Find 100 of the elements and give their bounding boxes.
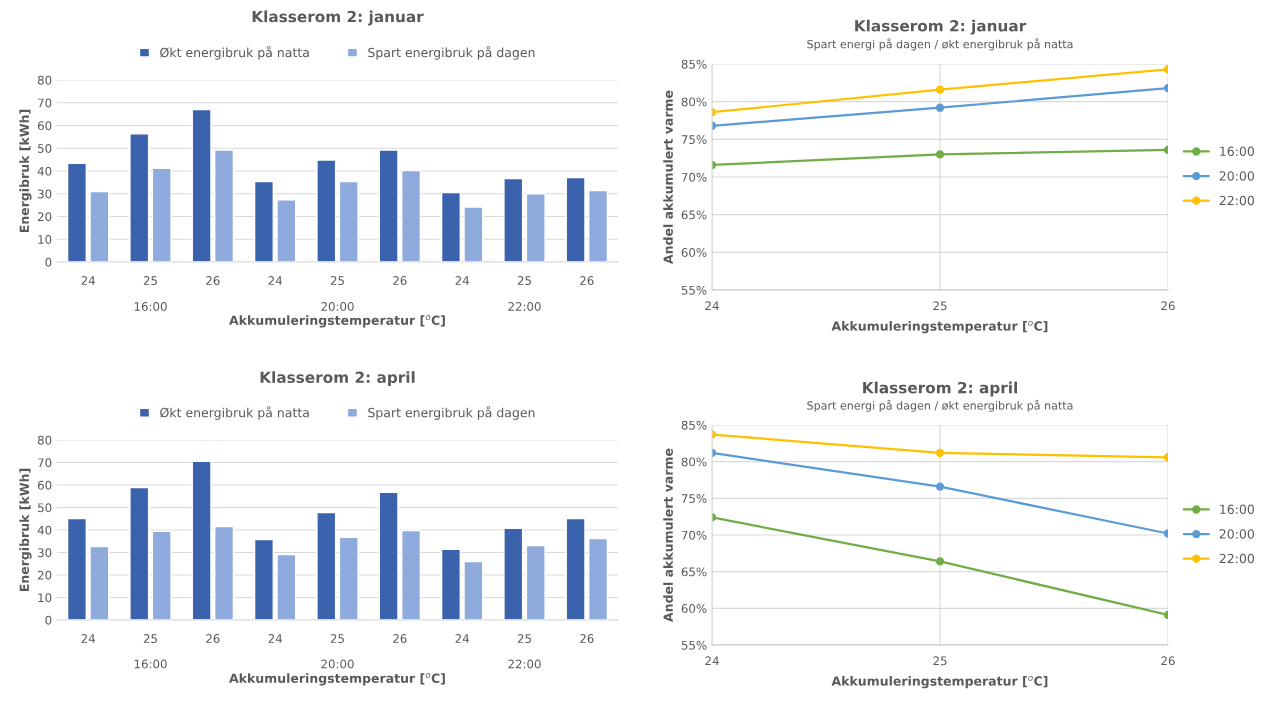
- bar: [525, 544, 546, 620]
- x-tick-label: 25: [143, 634, 157, 644]
- chart-title: Klasserom 2: april: [260, 371, 415, 386]
- x-tick-label: 25: [933, 301, 947, 311]
- bar: [129, 133, 150, 262]
- text: 16:00: [134, 659, 167, 669]
- y-tick-label: 30: [38, 189, 52, 199]
- x-tick-label: 26: [206, 634, 220, 644]
- y-tick-label: 0: [45, 257, 52, 267]
- bar: [440, 191, 461, 262]
- y-tick-label: 70%: [681, 172, 707, 182]
- y-axis-title: Andel akkumulert varme: [663, 90, 673, 264]
- bar: [463, 560, 484, 620]
- bar: [503, 527, 524, 620]
- y-tick-label: 40: [37, 166, 52, 176]
- bar: [253, 538, 274, 620]
- x-tick-label: 24: [705, 656, 719, 666]
- legend-label: Økt energibruk på natta: [160, 406, 309, 420]
- bar: [66, 162, 87, 262]
- bar: [401, 529, 422, 620]
- bar: [338, 536, 359, 620]
- x-axis-title: Akkumuleringstemperatur [$^{o}$C]: [831, 675, 1048, 689]
- x-tick-label: 24: [268, 634, 283, 643]
- y-axis-title: Energibruk [kWh]: [19, 109, 32, 233]
- x-tick-label: 25: [330, 276, 344, 286]
- y-tick-label: 50: [38, 143, 52, 153]
- bar: [89, 545, 110, 620]
- y-tick-label: 75%: [681, 135, 707, 144]
- y-tick-label: 80%: [681, 457, 707, 467]
- y-tick-label: 70%: [681, 530, 707, 540]
- bar: [151, 167, 172, 262]
- x-tick-label: 26: [1161, 656, 1175, 666]
- y-tick-label: 65%: [681, 567, 707, 577]
- y-tick-label: 70: [38, 98, 52, 108]
- y-tick-label: 40: [37, 525, 52, 535]
- y-tick-label: 60%: [681, 604, 707, 613]
- y-tick-label: 20: [37, 212, 52, 222]
- x-tick-label: 25: [933, 656, 947, 666]
- text: 20:00: [321, 659, 354, 669]
- bar: [191, 108, 212, 262]
- legend-label: 22:00: [1219, 553, 1254, 564]
- y-tick-label: 0: [45, 615, 52, 625]
- bar: [253, 180, 274, 262]
- legend-label: Økt energibruk på natta: [160, 46, 309, 60]
- bar: [588, 537, 609, 620]
- bar: [401, 169, 422, 262]
- x-axis-title: Akkumuleringstemperatur [$^{o}$C]: [831, 320, 1048, 334]
- x-tick-label: 25: [517, 634, 531, 644]
- bar: [276, 553, 297, 620]
- y-tick-label: 50: [38, 503, 52, 513]
- y-tick-label: 80: [37, 435, 52, 445]
- y-tick-label: 75%: [681, 494, 707, 503]
- bar: [525, 193, 546, 262]
- chart-title: Klasserom 2: januar: [855, 19, 1027, 35]
- y-tick-label: 30: [38, 548, 52, 558]
- y-tick-label: 60: [37, 121, 52, 131]
- y-tick-label: 80: [37, 75, 52, 85]
- bar: [503, 177, 524, 262]
- chart-title: Klasserom 2: april: [863, 381, 1017, 397]
- text: 16:00: [134, 302, 167, 311]
- legend-label: 22:00: [1219, 195, 1254, 206]
- y-tick-label: 20: [37, 570, 52, 580]
- x-tick-label: 24: [455, 634, 470, 643]
- y-axis-title: Energibruk [kWh]: [19, 468, 32, 592]
- bar: [151, 530, 172, 620]
- bar: [378, 491, 399, 620]
- x-tick-label: 24: [705, 301, 719, 311]
- y-tick-label: 80%: [681, 97, 707, 107]
- bar: [276, 199, 297, 262]
- text: 22:00: [508, 659, 541, 669]
- legend-label: 20:00: [1219, 171, 1254, 181]
- text: 20:00: [321, 302, 354, 311]
- bar: [129, 486, 150, 620]
- y-tick-label: 65%: [681, 210, 707, 220]
- x-tick-label: 24: [81, 634, 96, 643]
- bar: [463, 206, 484, 262]
- chart-subtitle: Spart energi på dagen / økt energibruk på natta: [807, 38, 1073, 51]
- y-tick-label: 55%: [681, 640, 707, 650]
- y-tick-label: 55%: [681, 285, 707, 295]
- x-tick-label: 24: [455, 276, 470, 285]
- legend-label: Spart energibruk på dagen: [368, 406, 535, 420]
- legend-label: 16:00: [1220, 146, 1254, 157]
- y-tick-label: 70: [38, 458, 52, 468]
- y-tick-label: 85%: [681, 59, 707, 69]
- text: 22:00: [508, 302, 541, 311]
- x-tick-label: 26: [1161, 301, 1175, 311]
- bar: [214, 525, 235, 620]
- bar: [565, 517, 586, 620]
- x-tick-label: 26: [206, 276, 220, 286]
- y-tick-label: 10: [38, 593, 52, 603]
- x-tick-label: 25: [330, 634, 344, 644]
- legend-label: 20:00: [1219, 529, 1254, 539]
- y-tick-label: 10: [38, 234, 52, 244]
- x-tick-label: 25: [143, 276, 157, 286]
- legend-label: 16:00: [1220, 504, 1254, 515]
- bar: [214, 149, 235, 262]
- x-tick-label: 26: [393, 276, 407, 286]
- bar: [378, 149, 399, 262]
- y-tick-label: 60%: [681, 248, 707, 257]
- bar: [565, 176, 586, 262]
